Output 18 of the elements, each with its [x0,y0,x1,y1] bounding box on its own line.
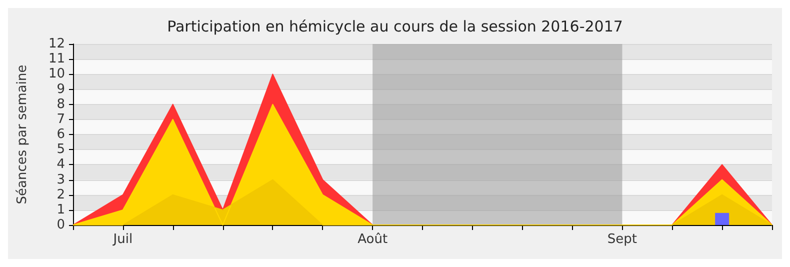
y-tick-label: 5 [56,142,65,158]
y-tick-label: 9 [56,82,65,97]
y-tick-label: 10 [48,66,65,82]
y-tick-label: 8 [56,96,65,112]
y-tick-label: 7 [56,112,65,127]
y-tick-label: 12 [48,36,65,52]
y-tick-label: 11 [48,52,65,67]
y-tick-label: 0 [56,218,65,232]
chart-title: Participation en hémicycle au cours de la session 2016-2017 [167,18,623,36]
y-axis-title: Séances par semaine [15,64,30,204]
x-tick-label: Sept [607,232,638,247]
y-tick-label: 3 [56,172,65,188]
y-tick-label: 4 [56,157,65,172]
y-tick-label: 1 [56,202,65,218]
y-tick-label: 6 [56,127,65,142]
y-tick-label: 2 [56,187,65,202]
x-tick-label: Juil [112,232,133,247]
x-tick-label: Août [358,232,388,247]
